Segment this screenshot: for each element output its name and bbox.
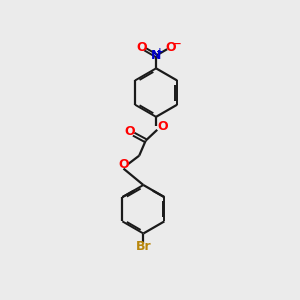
Text: O: O	[118, 158, 129, 171]
Text: O: O	[166, 41, 176, 54]
Text: O: O	[124, 125, 135, 138]
Text: O: O	[136, 41, 147, 54]
Text: Br: Br	[136, 240, 151, 253]
Text: +: +	[156, 46, 164, 56]
Text: −: −	[172, 39, 181, 49]
Text: N: N	[151, 49, 161, 62]
Text: O: O	[157, 120, 168, 133]
